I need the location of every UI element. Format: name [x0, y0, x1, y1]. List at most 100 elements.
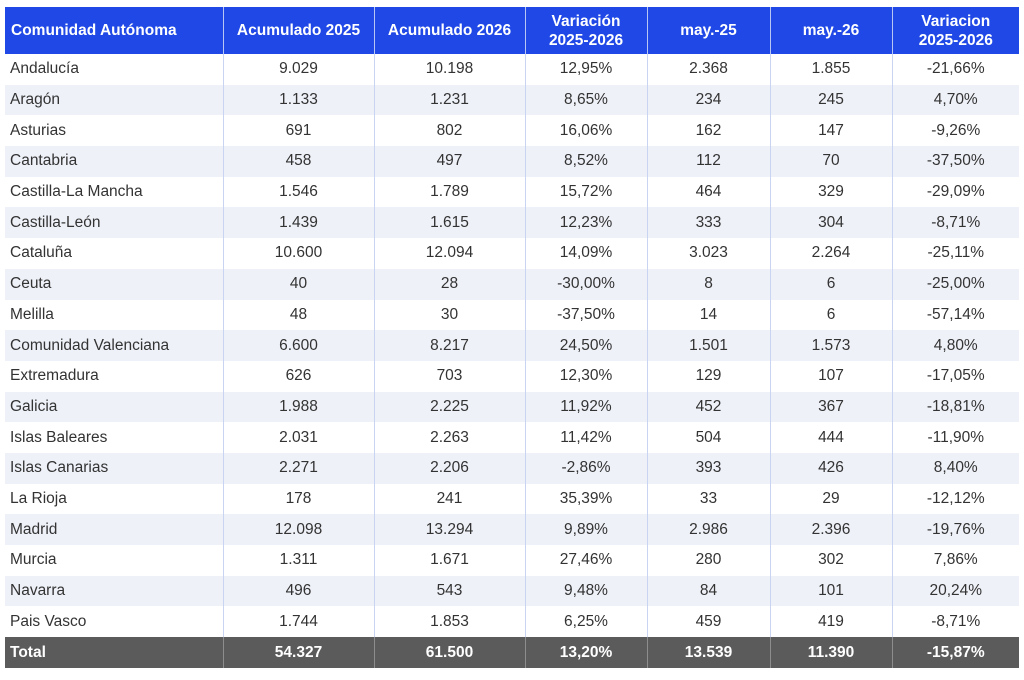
may-25-cell: 3.023: [647, 238, 771, 269]
total-cumulative-2025: 54.327: [223, 637, 375, 669]
community-name-cell: Aragón: [5, 84, 224, 116]
cumulative-2025-cell: 2.271: [223, 452, 375, 484]
community-name-cell: Islas Canarias: [5, 452, 224, 484]
table-row: Islas Canarias 2.271 2.206 -2,86% 393 426 8,40…: [5, 452, 1019, 484]
header-cumulative-2025: Acumulado 2025: [223, 7, 375, 54]
cumulative-2026-cell: 2.225: [374, 391, 526, 423]
table-row: Castilla-León 1.439 1.615 12,23% 333 304 -8,71…: [5, 207, 1019, 239]
monthly-variation-cell: -29,09%: [892, 176, 1019, 208]
total-row: Total 54.327 61.500 13,20% 13.539 11.390…: [5, 637, 1019, 669]
community-name-cell: Pais Vasco: [5, 606, 224, 638]
may-25-cell: 33: [647, 483, 771, 515]
table-row: Cantabria 458 497 8,52% 112 70 -37,50%: [5, 146, 1019, 177]
cumulative-variation-cell: 16,06%: [525, 115, 648, 147]
may-26-cell: 302: [770, 545, 893, 576]
community-name-cell: Comunidad Valenciana: [5, 330, 224, 361]
monthly-variation-cell: -11,90%: [892, 422, 1019, 453]
monthly-variation-cell: -25,00%: [892, 268, 1019, 300]
cumulative-2026-cell: 1.615: [374, 207, 526, 239]
cumulative-2025-cell: 6.600: [223, 330, 375, 361]
community-name-cell: Asturias: [5, 115, 224, 147]
cumulative-2025-cell: 496: [223, 575, 375, 607]
table-row: Pais Vasco 1.744 1.853 6,25% 459 419 -8,71%: [5, 606, 1019, 638]
cumulative-2025-cell: 12.098: [223, 514, 375, 545]
total-label: Total: [5, 637, 224, 669]
cumulative-2025-cell: 1.546: [223, 176, 375, 208]
table-row: Navarra 496 543 9,48% 84 101 20,24%: [5, 575, 1019, 607]
may-26-cell: 29: [770, 483, 893, 515]
may-26-cell: 426: [770, 452, 893, 484]
cumulative-2026-cell: 12.094: [374, 238, 526, 269]
community-name-cell: Murcia: [5, 545, 224, 576]
header-cumulative-2026: Acumulado 2026: [374, 7, 526, 54]
cumulative-2025-cell: 1.133: [223, 84, 375, 116]
table-row: Galicia 1.988 2.225 11,92% 452 367 -18,81%: [5, 391, 1019, 423]
may-25-cell: 2.986: [647, 514, 771, 545]
cumulative-variation-cell: 35,39%: [525, 483, 648, 515]
may-25-cell: 162: [647, 115, 771, 147]
cumulative-2025-cell: 48: [223, 299, 375, 331]
community-name-cell: Galicia: [5, 391, 224, 423]
community-name-cell: Extremadura: [5, 360, 224, 392]
cumulative-variation-cell: 14,09%: [525, 238, 648, 269]
cumulative-2025-cell: 1.311: [223, 545, 375, 576]
community-name-cell: Ceuta: [5, 268, 224, 300]
monthly-variation-cell: -9,26%: [892, 115, 1019, 147]
monthly-variation-cell: 4,80%: [892, 330, 1019, 361]
may-26-cell: 329: [770, 176, 893, 208]
cumulative-variation-cell: 11,92%: [525, 391, 648, 423]
community-name-cell: Andalucía: [5, 54, 224, 85]
table-row: Madrid 12.098 13.294 9,89% 2.986 2.396 -19,76%: [5, 514, 1019, 545]
cumulative-2025-cell: 2.031: [223, 422, 375, 453]
may-26-cell: 147: [770, 115, 893, 147]
monthly-variation-cell: -21,66%: [892, 54, 1019, 85]
may-25-cell: 84: [647, 575, 771, 607]
may-25-cell: 464: [647, 176, 771, 208]
cumulative-2025-cell: 178: [223, 483, 375, 515]
cumulative-2026-cell: 1.789: [374, 176, 526, 208]
cumulative-2025-cell: 1.744: [223, 606, 375, 638]
cumulative-variation-cell: 11,42%: [525, 422, 648, 453]
may-26-cell: 6: [770, 268, 893, 300]
may-26-cell: 2.264: [770, 238, 893, 269]
total-monthly-variation: -15,87%: [892, 637, 1019, 669]
community-name-cell: Castilla-La Mancha: [5, 176, 224, 208]
community-name-cell: Cantabria: [5, 146, 224, 177]
table-row: Aragón 1.133 1.231 8,65% 234 245 4,70%: [5, 84, 1019, 116]
may-25-cell: 280: [647, 545, 771, 576]
cumulative-variation-cell: 9,89%: [525, 514, 648, 545]
community-name-cell: Islas Baleares: [5, 422, 224, 453]
monthly-variation-cell: -37,50%: [892, 146, 1019, 177]
cumulative-variation-cell: 24,50%: [525, 330, 648, 361]
may-25-cell: 452: [647, 391, 771, 423]
table-row: Andalucía 9.029 10.198 12,95% 2.368 1.855 -21,…: [5, 54, 1019, 85]
may-25-cell: 459: [647, 606, 771, 638]
cumulative-variation-cell: 9,48%: [525, 575, 648, 607]
monthly-variation-cell: 4,70%: [892, 84, 1019, 116]
total-cumulative-2026: 61.500: [374, 637, 526, 669]
cumulative-variation-cell: -2,86%: [525, 452, 648, 484]
cumulative-2026-cell: 28: [374, 268, 526, 300]
cumulative-2026-cell: 241: [374, 483, 526, 515]
may-25-cell: 504: [647, 422, 771, 453]
cumulative-2025-cell: 1.439: [223, 207, 375, 239]
monthly-variation-cell: 7,86%: [892, 545, 1019, 576]
may-26-cell: 2.396: [770, 514, 893, 545]
may-26-cell: 444: [770, 422, 893, 453]
may-26-cell: 245: [770, 84, 893, 116]
total-cumulative-variation: 13,20%: [525, 637, 648, 669]
community-name-cell: Melilla: [5, 299, 224, 331]
table-row: Ceuta 40 28 -30,00% 8 6 -25,00%: [5, 268, 1019, 300]
monthly-variation-cell: -12,12%: [892, 483, 1019, 515]
cumulative-2026-cell: 10.198: [374, 54, 526, 85]
cumulative-2026-cell: 497: [374, 146, 526, 177]
header-may-25: may.-25: [647, 7, 771, 54]
registrations-table: Comunidad Autónoma Acumulado 2025 Acumul…: [5, 7, 1019, 669]
cumulative-2026-cell: 703: [374, 360, 526, 392]
may-25-cell: 234: [647, 84, 771, 116]
cumulative-2025-cell: 9.029: [223, 54, 375, 85]
may-25-cell: 129: [647, 360, 771, 392]
table-row: Asturias 691 802 16,06% 162 147 -9,26%: [5, 115, 1019, 147]
table-header: Comunidad Autónoma Acumulado 2025 Acumul…: [5, 7, 1019, 54]
cumulative-2026-cell: 2.263: [374, 422, 526, 453]
